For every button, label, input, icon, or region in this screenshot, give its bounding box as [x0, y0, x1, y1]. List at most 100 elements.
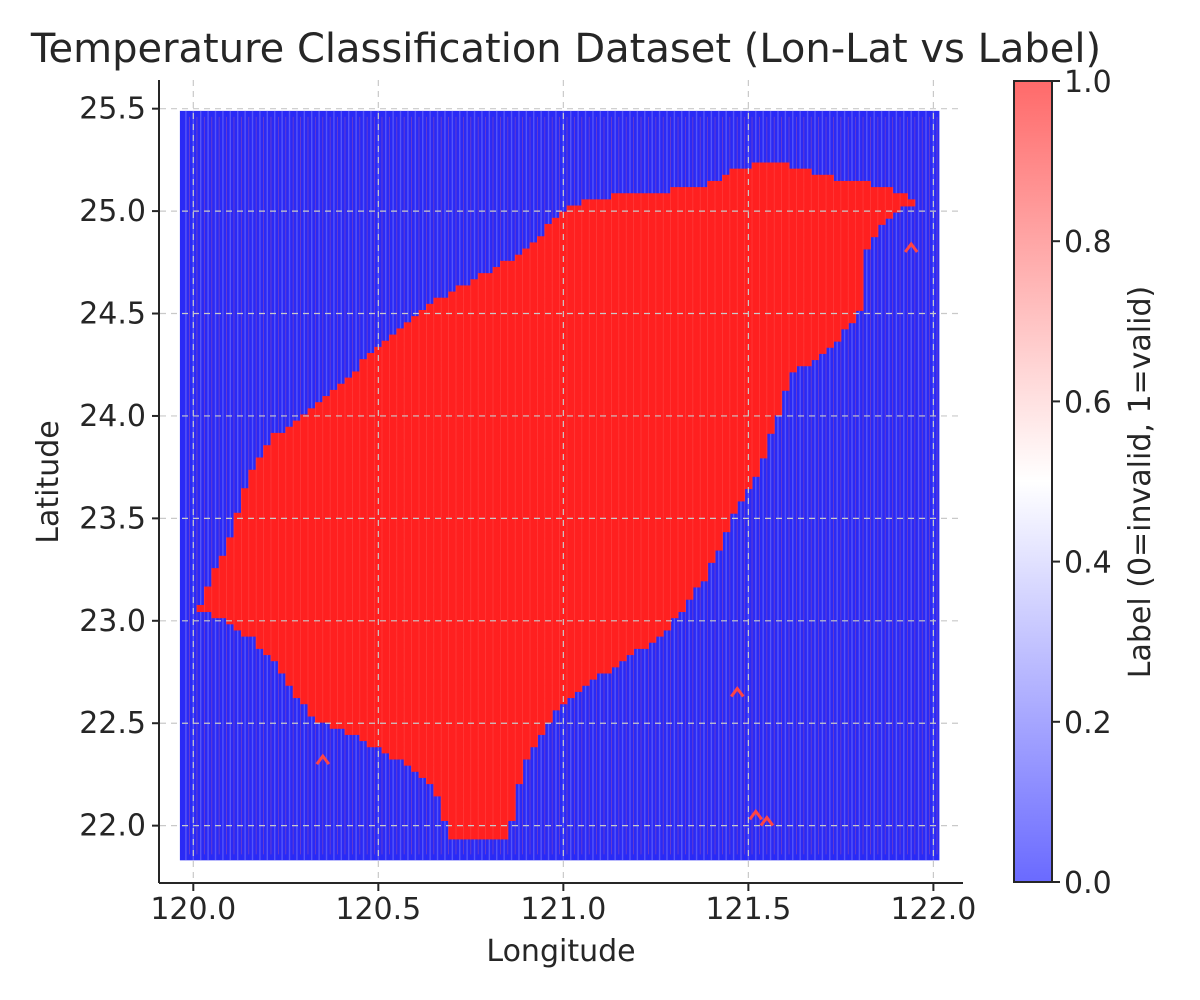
scatter-point — [277, 654, 287, 662]
scatter-point — [462, 377, 472, 385]
scatter-point — [522, 660, 531, 668]
scatter-point — [751, 223, 760, 232]
scatter-point — [507, 604, 516, 613]
scatter-point — [566, 531, 575, 539]
scatter-point — [744, 346, 753, 354]
scatter-point — [322, 402, 331, 410]
scatter-point — [418, 586, 427, 594]
scatter-point — [529, 525, 538, 533]
scatter-point — [522, 389, 531, 397]
scatter-point — [596, 463, 605, 471]
scatter-point — [248, 543, 257, 551]
scatter-point — [692, 408, 701, 416]
scatter-point — [255, 531, 265, 539]
scatter-point — [411, 764, 420, 772]
scatter-point — [588, 402, 598, 410]
scatter-point — [462, 813, 472, 821]
scatter-point — [462, 457, 472, 465]
scatter-point — [633, 598, 642, 606]
scatter-point — [544, 635, 553, 643]
scatter-point — [240, 525, 250, 533]
scatter-point — [751, 230, 760, 238]
scatter-point — [551, 217, 561, 225]
scatter-point — [648, 322, 657, 330]
scatter-point — [396, 586, 405, 594]
scatter-point — [388, 703, 398, 711]
scatter-point — [344, 439, 353, 447]
scatter-point — [499, 494, 509, 502]
scatter-point — [462, 783, 472, 791]
scatter-point — [448, 783, 457, 791]
scatter-point — [662, 260, 672, 268]
scatter-point — [411, 746, 420, 754]
scatter-point — [603, 340, 612, 348]
scatter-point — [285, 604, 294, 613]
scatter-point — [314, 598, 324, 606]
scatter-point — [574, 666, 583, 674]
scatter-point — [722, 211, 731, 219]
scatter-point — [337, 389, 346, 397]
scatter-point — [544, 377, 553, 385]
scatter-point — [640, 543, 649, 551]
scatter-point — [588, 230, 598, 238]
scatter-point — [588, 414, 598, 422]
scatter-point — [455, 328, 464, 336]
scatter-point — [722, 445, 731, 453]
scatter-point — [418, 666, 427, 674]
scatter-point — [462, 795, 472, 803]
scatter-point — [277, 451, 287, 459]
scatter-point — [440, 727, 450, 735]
scatter-point — [270, 482, 279, 490]
scatter-point — [559, 316, 568, 324]
scatter-point — [314, 414, 324, 422]
scatter-point — [707, 457, 716, 465]
scatter-point — [499, 795, 509, 803]
scatter-point — [470, 549, 479, 557]
scatter-point — [433, 703, 442, 711]
scatter-point — [514, 402, 524, 410]
scatter-point — [344, 660, 353, 668]
scatter-point — [574, 359, 583, 367]
scatter-point — [300, 574, 309, 582]
scatter-point — [662, 469, 672, 477]
scatter-point — [603, 254, 612, 262]
scatter-point — [729, 432, 738, 440]
scatter-point — [625, 598, 635, 606]
scatter-point — [337, 709, 346, 717]
scatter-point — [388, 623, 398, 631]
scatter-point — [499, 482, 509, 490]
scatter-point — [603, 396, 612, 404]
scatter-point — [640, 518, 649, 526]
scatter-point — [625, 475, 635, 483]
scatter-point — [448, 770, 457, 778]
scatter-point — [366, 580, 376, 588]
scatter-point — [411, 555, 420, 563]
scatter-point — [625, 346, 635, 354]
scatter-point — [648, 279, 657, 287]
scatter-point — [662, 580, 672, 588]
scatter-point — [448, 635, 457, 643]
scatter-point — [574, 365, 583, 373]
scatter-point — [440, 451, 450, 459]
scatter-point — [529, 574, 538, 582]
scatter-point — [662, 432, 672, 440]
scatter-point — [662, 353, 672, 361]
scatter-point — [633, 568, 642, 576]
scatter-point — [729, 266, 738, 275]
scatter-point — [448, 832, 457, 840]
scatter-point — [240, 611, 250, 619]
scatter-point — [425, 580, 435, 588]
scatter-point — [359, 445, 368, 453]
scatter-point — [277, 641, 287, 649]
scatter-point — [292, 561, 302, 570]
scatter-point — [477, 377, 487, 385]
scatter-point — [433, 727, 442, 735]
scatter-point — [544, 340, 553, 348]
scatter-point — [544, 623, 553, 631]
scatter-point — [448, 500, 457, 508]
scatter-point — [374, 568, 383, 576]
scatter-point — [470, 697, 479, 705]
scatter-point — [581, 316, 590, 324]
scatter-point — [470, 734, 479, 742]
scatter-point — [559, 678, 568, 686]
